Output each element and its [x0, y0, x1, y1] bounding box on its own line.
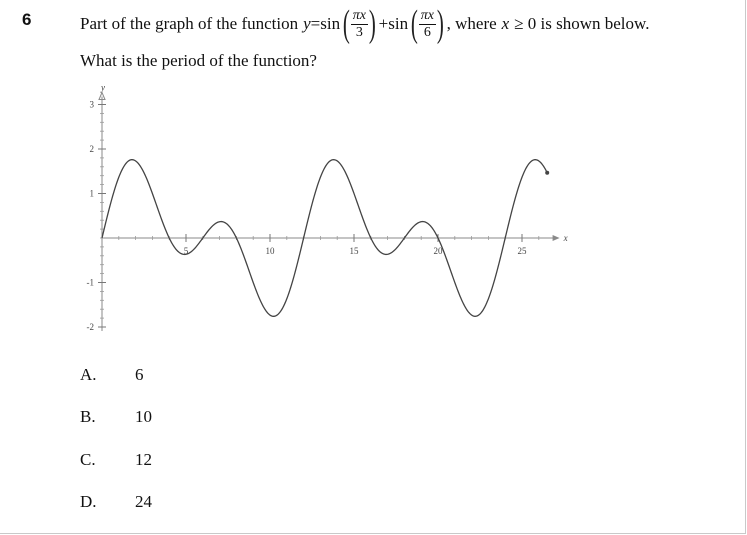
fraction-2-numerator: πx — [418, 7, 436, 25]
sin-1: sin — [320, 14, 341, 33]
option-letter: C. — [80, 450, 96, 469]
plus-sign: + — [378, 14, 389, 33]
y-tick-label: -1 — [87, 278, 95, 288]
option-value: 12 — [135, 450, 152, 469]
stem-suffix-pre: , where — [446, 14, 497, 33]
fraction-2: πx 6 — [418, 7, 436, 41]
question-prompt: What is the period of the function? — [80, 51, 317, 70]
x-tick-label: 20 — [434, 246, 444, 256]
y-tick-label: 1 — [90, 189, 95, 199]
x-axis-arrow — [552, 235, 560, 241]
y-axis-arrow — [98, 91, 106, 100]
option-value: 6 — [135, 365, 144, 384]
x-variable: x — [501, 14, 510, 33]
option-value: 24 — [135, 492, 152, 511]
question-stem: Part of the graph of the function y = si… — [80, 2, 649, 46]
fraction-1-denominator: 3 — [355, 24, 363, 40]
fraction-1-numerator: πx — [350, 7, 368, 25]
y-tick-label: 3 — [90, 100, 95, 110]
paren-group-2: ( πx 6 ) — [410, 3, 444, 45]
fraction-2-denominator: 6 — [423, 24, 431, 40]
paren-group-1: ( πx 3 ) — [342, 3, 376, 45]
stem-prefix: Part of the graph of the function — [80, 14, 299, 33]
y-variable: y — [303, 14, 311, 33]
equals-sign: = — [310, 14, 321, 33]
sin-2: sin — [388, 14, 409, 33]
x-tick-label: 15 — [350, 246, 360, 256]
x-tick-label: 25 — [518, 246, 528, 256]
option-letter: D. — [80, 492, 97, 511]
function-curve — [101, 159, 548, 317]
curve-endpoint — [545, 170, 550, 175]
x-tick-label: 5 — [184, 246, 189, 256]
fraction-1: πx 3 — [350, 7, 368, 41]
y-axis-label: y — [100, 83, 105, 93]
option-letter: B. — [80, 407, 96, 426]
option-letter: A. — [80, 365, 97, 384]
option-value: 10 — [135, 407, 152, 426]
y-tick-label: -2 — [87, 322, 95, 332]
stem-suffix-post: ≥ 0 is shown below. — [514, 14, 650, 33]
question-number: 6 — [22, 10, 32, 29]
x-tick-label: 10 — [266, 246, 276, 256]
y-tick-label: 2 — [90, 144, 95, 154]
x-axis-label: x — [563, 233, 568, 243]
function-graph: 5 10 15 20 25 3 2 1 -1 -2 x y — [87, 83, 568, 333]
